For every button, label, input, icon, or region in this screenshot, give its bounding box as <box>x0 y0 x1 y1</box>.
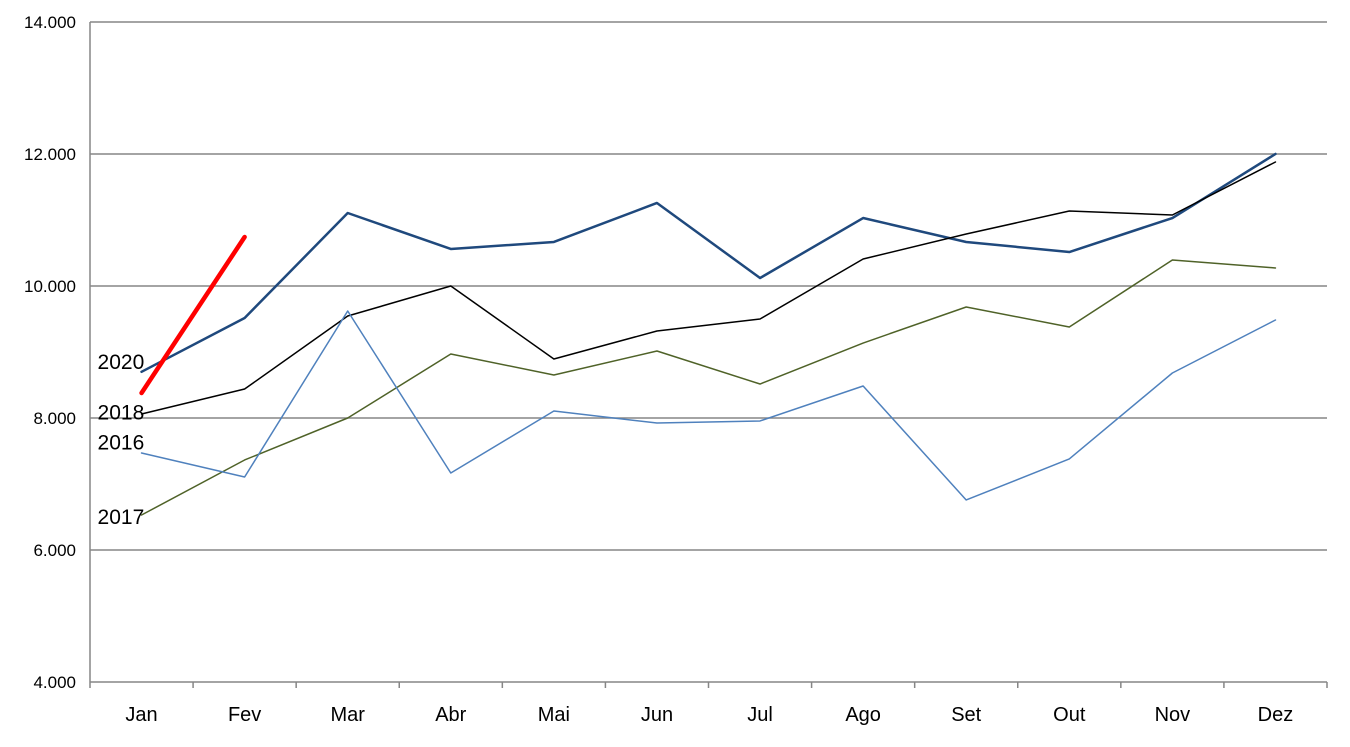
series-line-4 <box>142 237 245 393</box>
series-annotation: 2017 <box>98 506 145 529</box>
series-line-0 <box>142 154 1276 372</box>
series-annotation: 2018 <box>98 402 145 425</box>
y-tick-label: 6.000 <box>33 541 76 560</box>
x-tick-label: Abr <box>435 704 466 726</box>
x-tick-label: Set <box>951 704 981 726</box>
y-tick-label: 4.000 <box>33 673 76 692</box>
y-tick-label: 8.000 <box>33 409 76 428</box>
y-tick-label: 14.000 <box>24 13 76 32</box>
series-annotation: 2020 <box>98 351 145 374</box>
series-annotation: 2016 <box>98 431 145 454</box>
series-line-3 <box>142 311 1276 500</box>
x-tick-label: Fev <box>228 704 261 726</box>
x-tick-label: Nov <box>1155 704 1191 726</box>
series-line-2 <box>142 260 1276 515</box>
x-tick-label: Out <box>1053 704 1086 726</box>
x-tick-label: Mai <box>538 704 570 726</box>
y-tick-label: 10.000 <box>24 277 76 296</box>
x-tick-label: Jul <box>747 704 773 726</box>
x-tick-label: Jun <box>641 704 673 726</box>
series-line-1 <box>142 162 1276 414</box>
x-tick-label: Jan <box>125 704 157 726</box>
x-tick-label: Ago <box>845 704 881 726</box>
x-tick-label: Dez <box>1258 704 1294 726</box>
y-tick-label: 12.000 <box>24 145 76 164</box>
x-tick-label: Mar <box>330 704 365 726</box>
